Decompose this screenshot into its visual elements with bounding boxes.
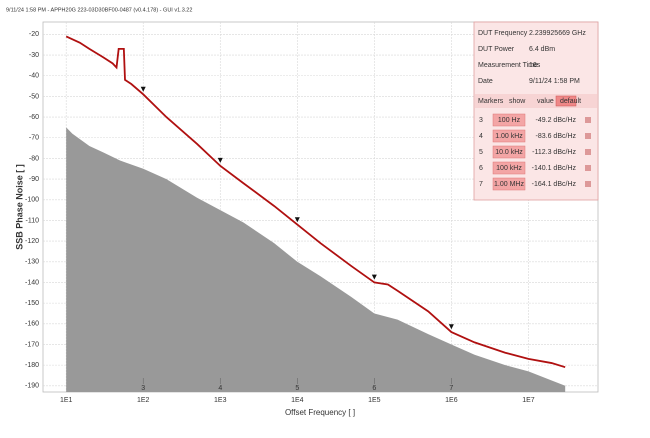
marker-row-number: 5	[479, 149, 483, 156]
marker-toggle[interactable]	[585, 133, 591, 139]
marker-header: value	[537, 98, 554, 105]
marker-triangle	[448, 324, 454, 330]
y-tick-label: -180	[25, 362, 39, 369]
y-tick-label: -30	[29, 52, 39, 59]
x-tick-label: 1E5	[368, 397, 381, 404]
y-axis-label: SSB Phase Noise [ ]	[14, 164, 24, 250]
y-tick-label: -110	[26, 217, 40, 224]
marker-freq: 1.00 kHz	[495, 133, 523, 140]
y-tick-label: -90	[29, 176, 39, 183]
x-tick-label: 1E3	[214, 397, 227, 404]
y-tick-label: -160	[25, 321, 39, 328]
marker-value: -49.2 dBc/Hz	[536, 117, 577, 124]
info-value: 16s	[529, 62, 541, 69]
info-value: 6.4 dBm	[529, 46, 555, 53]
marker-freq-cell	[492, 113, 526, 127]
marker-row-number: 4	[479, 133, 483, 140]
y-tick-label: -40	[29, 73, 39, 80]
marker-number: 7	[449, 385, 453, 392]
info-label: DUT Power	[478, 46, 515, 53]
marker-value: -112.3 dBc/Hz	[532, 149, 576, 156]
marker-freq-cell	[492, 161, 526, 175]
y-tick-label: -70	[29, 135, 39, 142]
marker-row-number: 7	[479, 181, 483, 188]
marker-number: 3	[141, 385, 145, 392]
info-label: Measurement Time	[478, 62, 538, 69]
marker-freq: 10.0 kHz	[495, 149, 523, 156]
y-tick-label: -120	[25, 238, 39, 245]
x-tick-label: 1E7	[522, 397, 535, 404]
marker-triangle	[371, 274, 377, 280]
x-axis-label: Offset Frequency [ ]	[285, 408, 355, 417]
marker-freq: 100 Hz	[498, 117, 521, 124]
y-tick-label: -140	[25, 279, 39, 286]
marker-toggle[interactable]	[585, 165, 591, 171]
marker-header: Markers	[478, 98, 504, 105]
info-value: 2.239925669 GHz	[529, 30, 586, 37]
info-panel: DUT Frequency 2.239925669 GHz DUT Power 6.4…	[473, 21, 599, 201]
x-tick-label: 1E4	[291, 397, 304, 404]
marker-freq: 1.00 MHz	[494, 181, 524, 188]
marker-freq-cell	[492, 129, 526, 143]
chart-title: 9/11/24 1:58 PM - APPH20G 223-03D30BF00-…	[6, 7, 192, 13]
marker-number: 4	[218, 385, 222, 392]
marker-row-number: 3	[479, 117, 483, 124]
marker-value: -140.1 dBc/Hz	[532, 165, 577, 172]
marker-freq: 100 kHz	[496, 165, 522, 172]
marker-freq-cell	[492, 145, 526, 159]
y-tick-label: -60	[29, 114, 39, 121]
info-label: DUT Frequency	[478, 30, 528, 37]
marker-toggle[interactable]	[585, 181, 591, 187]
marker-number: 5	[295, 385, 299, 392]
info-value: 9/11/24 1:58 PM	[529, 78, 580, 85]
marker-row-number: 6	[479, 165, 483, 172]
marker-triangle	[217, 157, 223, 163]
marker-toggle[interactable]	[585, 117, 591, 123]
y-tick-label: -100	[25, 197, 39, 204]
marker-freq-cell	[492, 177, 526, 191]
marker-triangle	[140, 86, 146, 92]
marker-number: 6	[372, 385, 376, 392]
marker-value: -164.1 dBc/Hz	[532, 181, 577, 188]
y-tick-label: -50	[29, 93, 39, 100]
y-tick-label: -20	[29, 31, 39, 38]
marker-toggle[interactable]	[585, 149, 591, 155]
x-tick-label: 1E1	[60, 397, 73, 404]
x-tick-label: 1E2	[137, 397, 150, 404]
marker-triangle	[294, 217, 300, 223]
default-button[interactable]	[555, 95, 577, 107]
y-tick-label: -170	[25, 341, 39, 348]
y-tick-label: -130	[25, 259, 39, 266]
x-tick-label: 1E6	[445, 397, 458, 404]
y-tick-label: -80	[29, 155, 39, 162]
noise-floor-area	[66, 127, 566, 392]
phase-noise-trace	[65, 35, 566, 369]
marker-header: default	[560, 98, 581, 105]
marker-header: show	[509, 98, 526, 105]
info-label: Date	[478, 78, 493, 85]
y-tick-label: -190	[25, 383, 39, 390]
y-tick-label: -150	[25, 300, 39, 307]
marker-value: -83.6 dBc/Hz	[536, 133, 577, 140]
